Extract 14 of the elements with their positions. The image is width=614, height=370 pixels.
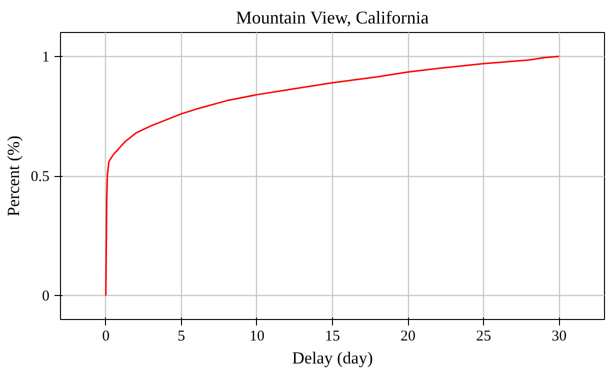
y-tick-label: 0 [42,288,50,305]
chart-title: Mountain View, California [236,8,429,28]
x-tick-label: 30 [552,328,567,344]
y-axis-title: Percent (%) [4,136,23,216]
y-tick-label: 1 [42,49,50,66]
x-tick-label: 0 [102,328,110,344]
y-tick-label: 0.5 [30,169,50,185]
line-series [105,56,560,296]
x-tick-label: 20 [400,328,416,344]
x-axis-title: Delay (day) [292,348,373,368]
x-tick-label: 5 [178,328,186,344]
x-tick-label: 15 [325,328,340,344]
x-tick-label: 10 [249,328,264,344]
x-tick-label: 25 [476,328,492,344]
